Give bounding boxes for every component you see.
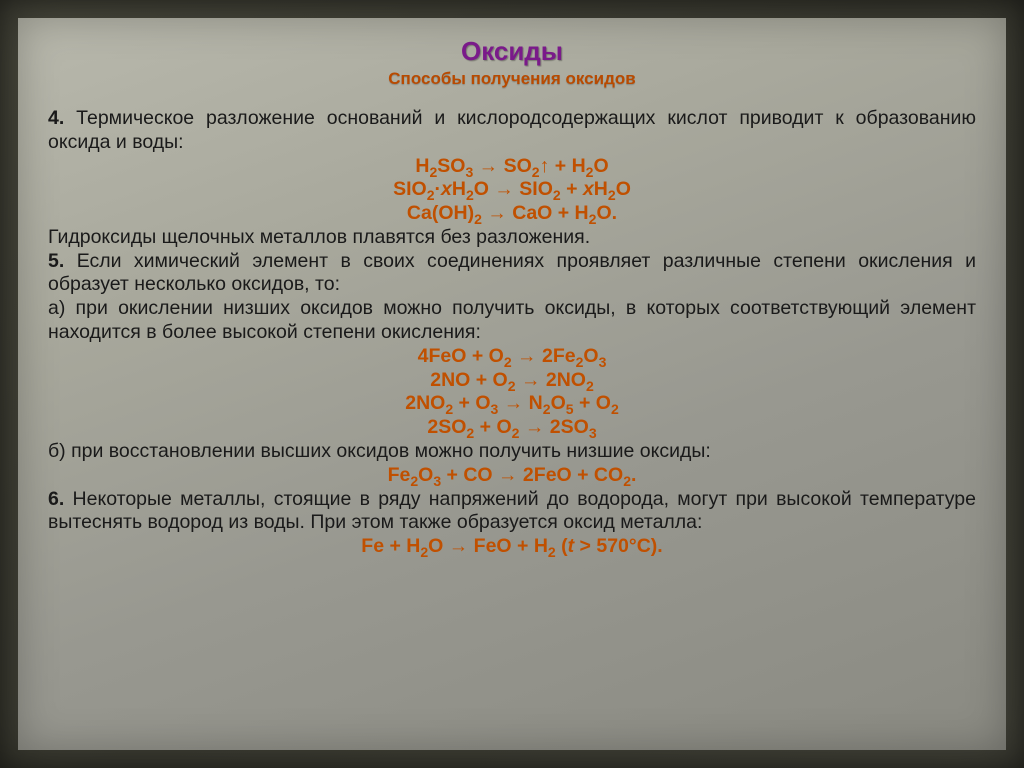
eq-part: SO [561,416,589,438]
p4-text: Термическое разложение оснований и кисло… [48,107,976,153]
num-6: 6. [48,488,64,510]
eq-part: NO [557,369,586,391]
equation-fe2o3: Fe2O3 + CO → 2FeO + CO2. [48,464,976,488]
eq-part: → 2 [516,369,557,391]
eq-part: NO [416,392,445,414]
eq-part: SIO [393,178,427,200]
p5-text: Если химический элемент в своих соединен… [48,250,976,296]
eq-part: O. [596,202,617,224]
slide-subtitle: Способы получения оксидов [48,69,976,89]
eq-part: → N [498,392,542,414]
eq-part: . [631,464,636,486]
eq-part: 4 [418,345,429,367]
eq-part: + H [549,155,585,177]
equation-h2so3: H2SO3 → SO2 + H2O [48,155,976,179]
slide-content: Оксиды Способы получения оксидов 4. Терм… [18,18,1006,750]
slide-title: Оксиды [48,36,976,67]
equation-no2: 2NO2 + O3 → N2O5 + O2 [48,392,976,416]
eq-part: H [415,155,429,177]
slide-body: 4. Термическое разложение оснований и ки… [48,107,976,559]
num-4: 4. [48,107,64,129]
eq-part: O [551,392,566,414]
eq-part: Ca(OH) [407,202,474,224]
eq-part: Fe + H [361,535,420,557]
eq-part: + [561,178,583,200]
p6-text: Некоторые металлы, стоящие в ряду напряж… [48,488,976,534]
eq-part: FeO + CO [534,464,623,486]
section-5b: б) при восстановлении высших оксидов мож… [48,440,976,464]
note-alkali: Гидроксиды щелочных металлов плавятся бе… [48,226,976,250]
eq-part: 2 [427,416,438,438]
equation-so2: 2SO2 + O2 → 2SO3 [48,416,976,440]
eq-part: 2 [430,369,441,391]
eq-part: Fe [388,464,411,486]
eq-part: + O [453,392,490,414]
eq-part: O [616,178,631,200]
section-5a: а) при окислении низших оксидов можно по… [48,297,976,345]
section-6: 6. Некоторые металлы, стоящие в ряду нап… [48,488,976,536]
eq-part: > 570°C). [574,535,663,557]
eq-part: + O [574,392,611,414]
equation-feo: 4FeO + O2 → 2Fe2O3 [48,345,976,369]
eq-part: + O [474,416,511,438]
equation-fe-h2o: Fe + H2O → FeO + H2 (t > 570°C). [48,535,976,559]
eq-part: 2 [405,392,416,414]
eq-part: Fe [553,345,576,367]
eq-italic: x [441,178,452,200]
equation-caoh2: Ca(OH)2 → CaO + H2O. [48,202,976,226]
eq-part: FeO + O [428,345,503,367]
eq-italic: x [583,178,594,200]
num-5: 5. [48,250,64,272]
section-4: 4. Термическое разложение оснований и ки… [48,107,976,155]
eq-part: + CO → 2 [441,464,534,486]
eq-part: → CaO + H [482,202,589,224]
eq-part: ( [556,535,568,557]
eq-part: O [583,345,598,367]
eq-part: NO + O [441,369,508,391]
eq-part: O [593,155,608,177]
up-arrow-icon [540,155,550,177]
eq-part: → 2 [512,345,553,367]
eq-part: SO [438,416,466,438]
eq-part: → 2 [519,416,560,438]
eq-part: SO [437,155,465,177]
eq-part: O → FeO + H [428,535,548,557]
equation-sio2: SIO2·xH2O → SIO2 + xH2O [48,178,976,202]
eq-part: H [452,178,466,200]
equation-no: 2NO + O2 → 2NO2 [48,369,976,393]
section-5: 5. Если химический элемент в своих соеди… [48,250,976,298]
eq-part: H [594,178,608,200]
eq-part: → SO [473,155,532,177]
slide-frame: Оксиды Способы получения оксидов 4. Терм… [0,0,1024,768]
eq-part: O [418,464,433,486]
eq-part: O → SIO [474,178,553,200]
